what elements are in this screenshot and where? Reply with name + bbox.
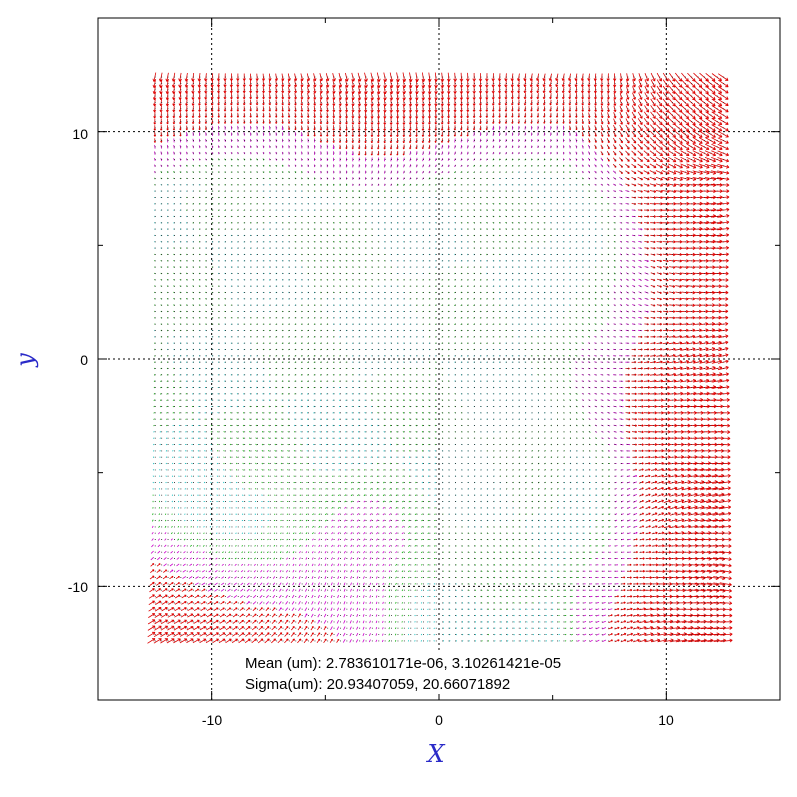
y-tick-label-10: 10	[72, 126, 88, 142]
stats-sigma: Sigma(um): 20.93407059, 20.66071892	[245, 676, 510, 693]
y-tick-label-neg10: -10	[68, 579, 88, 595]
x-tick-label-0: 0	[435, 712, 443, 728]
y-axis-title: y	[11, 353, 39, 368]
stats-box	[242, 652, 637, 694]
x-tick-label-10: 10	[658, 712, 674, 728]
x-axis-title: X	[425, 740, 445, 768]
x-tick-label-neg10: -10	[202, 712, 222, 728]
grid-lines	[98, 18, 780, 700]
axis-ticks	[97, 17, 781, 701]
vector-origin-points	[154, 76, 725, 642]
vectors-small	[152, 158, 616, 642]
y-tick-label-0: 0	[80, 352, 88, 368]
stats-mean: Mean (um): 2.783610171e-06, 3.10261421e-…	[245, 655, 561, 672]
vectors-large	[147, 72, 733, 644]
vector-field	[147, 72, 733, 644]
